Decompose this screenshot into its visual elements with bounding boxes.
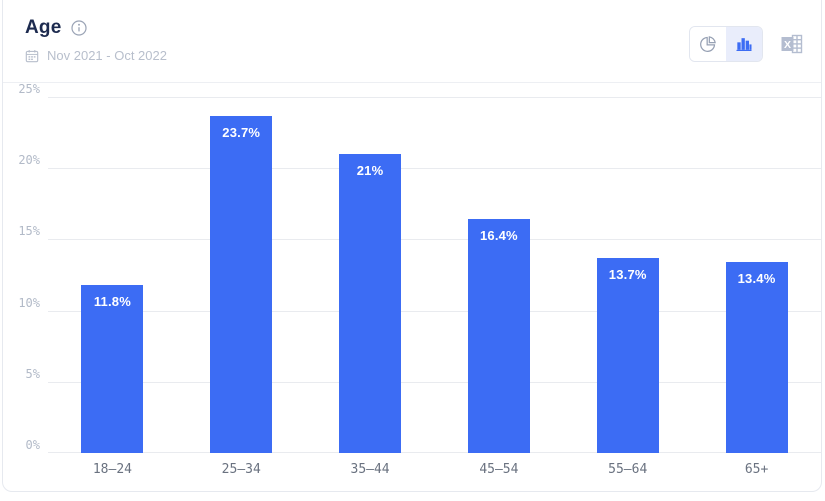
bar-chart-icon: [734, 34, 754, 54]
pie-view-button[interactable]: [690, 27, 726, 61]
bar-column: 21%: [306, 97, 435, 453]
bar-column: 16.4%: [434, 97, 563, 453]
gridline: [48, 452, 821, 453]
bar-column: 23.7%: [177, 97, 306, 453]
x-axis-label: 25–34: [221, 462, 261, 477]
bar-value-label: 13.7%: [608, 266, 647, 282]
x-axis-label: 35–44: [350, 462, 390, 477]
bar-value-label: 11.8%: [93, 293, 131, 309]
y-axis-label: 25%: [18, 82, 40, 96]
bar-column: 11.8%: [48, 97, 177, 453]
bar-value-label: 23.7%: [222, 124, 261, 140]
excel-export-button[interactable]: X: [777, 29, 807, 59]
bar-value-label: 21%: [356, 162, 384, 178]
age-widget-card: Age: [2, 0, 822, 492]
bar-view-button[interactable]: [726, 27, 762, 61]
bar-value-label: 16.4%: [479, 228, 518, 244]
gridline: [48, 239, 821, 241]
gridline: [48, 381, 821, 383]
gridline: [48, 97, 821, 98]
bar-18-24[interactable]: 11.8%: [81, 284, 144, 453]
y-axis-label: 5%: [25, 366, 40, 381]
bar-25-34[interactable]: 23.7%: [210, 115, 273, 453]
y-axis-label: 15%: [18, 224, 40, 239]
date-range: Nov 2021 - Oct 2022: [47, 48, 167, 63]
y-axis-label: 20%: [18, 153, 40, 168]
header-controls: X: [689, 26, 807, 62]
page-title: Age: [25, 17, 62, 38]
y-axis-label: 0%: [25, 438, 40, 452]
x-axis-label: 55–64: [608, 462, 648, 477]
x-axis-label: 18–24: [92, 462, 132, 477]
bars-row: 11.8% 23.7% 21% 16.4% 13.7% 13.4%: [48, 97, 821, 453]
svg-text:X: X: [784, 39, 791, 51]
bar-value-label: 13.4%: [737, 271, 776, 287]
y-axis-label: 10%: [18, 295, 40, 310]
widget-header: Age: [3, 0, 821, 83]
bar-35-44[interactable]: 21%: [339, 153, 402, 453]
bar-45-54[interactable]: 16.4%: [467, 219, 530, 453]
info-circle-icon[interactable]: [70, 20, 87, 36]
x-axis: 18–24 25–34 35–44 45–54 55–64 65+: [48, 453, 821, 477]
bar-column: 13.7%: [563, 97, 692, 453]
x-axis-label: 45–54: [479, 462, 519, 477]
view-toggle-group: [689, 26, 763, 62]
gridline: [48, 168, 821, 170]
bar-column: 13.4%: [692, 97, 821, 453]
bar-65-[interactable]: 13.4%: [725, 262, 788, 453]
chart: 0% 5% 10% 15% 20% 25% 11.8% 23.7% 21% 16.4% 13.7% 1…: [3, 82, 821, 477]
bar-55-64[interactable]: 13.7%: [596, 257, 659, 453]
calendar-icon: [25, 49, 39, 63]
plot-area: 0% 5% 10% 15% 20% 25% 11.8% 23.7% 21% 16.4% 13.7% 1…: [18, 82, 821, 453]
gridline: [48, 310, 821, 312]
x-axis-label: 65+: [744, 462, 769, 477]
excel-export-icon: X: [779, 31, 805, 57]
pie-chart-icon: [698, 34, 718, 54]
